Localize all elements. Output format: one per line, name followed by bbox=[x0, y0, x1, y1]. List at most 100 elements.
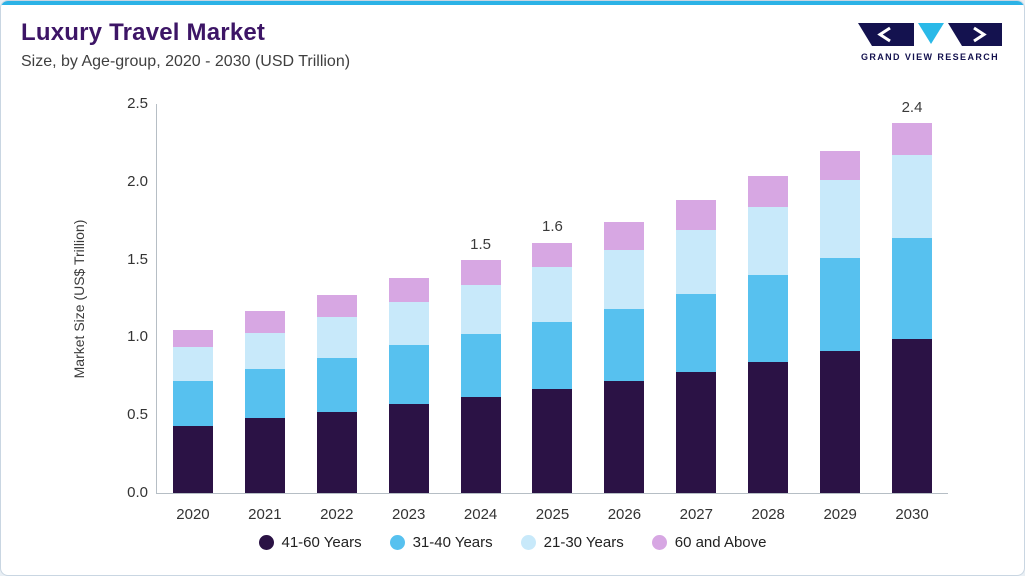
y-tick-label: 0.5 bbox=[127, 406, 148, 424]
x-tick-label: 2028 bbox=[751, 506, 785, 523]
logo-right-chevron-icon bbox=[973, 26, 987, 43]
x-tick-label: 2026 bbox=[607, 506, 642, 523]
bar-segment-60-and-above bbox=[316, 295, 357, 318]
bar-total-label: 2.4 bbox=[901, 98, 923, 116]
bar-slot: 2028 bbox=[732, 104, 804, 523]
bar-segment-21-30-years bbox=[892, 155, 933, 238]
bar-slot: 2020 bbox=[157, 104, 229, 523]
y-tick-label: 2.0 bbox=[127, 172, 148, 190]
bar-segment-21-30-years bbox=[460, 284, 501, 335]
grand-view-research-logo: GRAND VIEW RESEARCH bbox=[856, 21, 1004, 70]
y-tick-label: 1.5 bbox=[127, 250, 148, 268]
bar-segment-31-40-years bbox=[244, 368, 285, 419]
bar-segment-41-60-years bbox=[748, 362, 789, 493]
bar-slot: 2.4 2030 bbox=[876, 99, 948, 523]
bar-segment-31-40-years bbox=[532, 321, 573, 389]
bar-segment-41-60-years bbox=[460, 396, 501, 493]
legend-label: 31-40 Years bbox=[412, 534, 493, 551]
bar-slot: 2027 bbox=[660, 104, 732, 523]
bar-segment-60-and-above bbox=[604, 222, 645, 251]
bar-segment-60-and-above bbox=[388, 278, 429, 302]
top-accent-bar bbox=[1, 1, 1024, 5]
bar-slot: 2029 bbox=[804, 104, 876, 523]
bar-segment-41-60-years bbox=[892, 338, 933, 493]
chart-subtitle: Size, by Age-group, 2020 - 2030 (USD Tri… bbox=[21, 53, 351, 70]
bar-segment-21-30-years bbox=[532, 267, 573, 322]
y-tick-label: 2.5 bbox=[127, 95, 148, 112]
x-tick-label: 2022 bbox=[320, 506, 354, 523]
bar-slot: 1.6 2025 bbox=[517, 104, 589, 523]
bar-segment-21-30-years bbox=[748, 206, 789, 276]
legend-label: 60 and Above bbox=[674, 534, 767, 551]
bar-segment-41-60-years bbox=[820, 351, 861, 493]
bar-slot: 1.5 2024 bbox=[445, 104, 517, 523]
bar-segment-60-and-above bbox=[676, 200, 717, 231]
bar-slot: 2023 bbox=[373, 104, 445, 523]
bar-segment-21-30-years bbox=[388, 301, 429, 346]
bar-segment-31-40-years bbox=[748, 275, 789, 363]
logo-triangle-icon bbox=[918, 23, 944, 44]
bar-segment-31-40-years bbox=[460, 334, 501, 397]
logo-right-shape bbox=[948, 23, 1002, 46]
bar-slot: 2021 bbox=[229, 104, 301, 523]
bar-slot: 2022 bbox=[301, 104, 373, 523]
y-tick-label: 1.0 bbox=[127, 328, 148, 346]
bar-slot: 2026 bbox=[588, 104, 660, 523]
bar-segment-31-40-years bbox=[172, 380, 213, 427]
bar-segment-31-40-years bbox=[676, 293, 717, 372]
bar-segment-60-and-above bbox=[460, 259, 501, 285]
bar-segment-41-60-years bbox=[172, 426, 213, 493]
bar-total-label: 1.6 bbox=[542, 218, 563, 236]
legend: 41-60 Years 31-40 Years 21-30 Years 60 and … bbox=[1, 534, 1024, 551]
bar-segment-31-40-years bbox=[604, 309, 645, 381]
legend-item: 41-60 Years bbox=[258, 534, 362, 551]
bar-segment-41-60-years bbox=[316, 412, 357, 493]
legend-label: 21-30 Years bbox=[543, 534, 624, 551]
chart-title: Luxury Travel Market bbox=[21, 19, 266, 46]
logo-left-shape bbox=[858, 23, 914, 46]
bar-segment-21-30-years bbox=[604, 250, 645, 310]
x-tick-label: 2025 bbox=[535, 506, 570, 523]
y-axis-title: Market Size (US$ Trillion) bbox=[71, 219, 87, 379]
legend-item: 60 and Above bbox=[651, 534, 767, 551]
bar-segment-60-and-above bbox=[892, 122, 933, 156]
bar-total-label: 1.5 bbox=[470, 235, 491, 253]
bar-segment-60-and-above bbox=[532, 242, 573, 268]
bar-segment-31-40-years bbox=[892, 237, 933, 339]
bar-segment-31-40-years bbox=[820, 258, 861, 352]
bar-segment-60-and-above bbox=[244, 310, 285, 333]
legend-label: 41-60 Years bbox=[281, 534, 362, 551]
x-tick-label: 2029 bbox=[823, 506, 857, 523]
y-axis-ticks: 0.0 0.5 1.0 1.5 2.0 2.5 bbox=[102, 95, 148, 501]
plot-area: 2020 2021 2022 2023 1.5 2024 1.6 2025 2026 2027 20… bbox=[156, 99, 948, 523]
bar-segment-41-60-years bbox=[676, 371, 717, 493]
legend-item: 31-40 Years bbox=[389, 534, 493, 551]
bar-segment-41-60-years bbox=[532, 388, 573, 493]
x-tick-label: 2024 bbox=[463, 506, 498, 523]
bar-segment-21-30-years bbox=[316, 317, 357, 358]
bar-segment-31-40-years bbox=[388, 345, 429, 405]
bar-segment-60-and-above bbox=[748, 175, 789, 207]
y-tick-label: 0.0 bbox=[127, 484, 148, 501]
x-tick-label: 2020 bbox=[176, 506, 210, 523]
bar-segment-41-60-years bbox=[604, 380, 645, 493]
bar-segment-21-30-years bbox=[820, 180, 861, 259]
bar-segment-41-60-years bbox=[244, 418, 285, 493]
bar-segment-21-30-years bbox=[676, 230, 717, 294]
legend-swatch bbox=[520, 535, 536, 550]
legend-swatch bbox=[258, 535, 274, 550]
legend-swatch bbox=[389, 535, 405, 550]
bar-segment-21-30-years bbox=[244, 332, 285, 369]
x-tick-label: 2021 bbox=[248, 506, 282, 523]
x-tick-label: 2027 bbox=[679, 506, 713, 523]
bar-segment-21-30-years bbox=[172, 346, 213, 381]
bar-segment-31-40-years bbox=[316, 357, 357, 413]
logo-graphic: GRAND VIEW RESEARCH bbox=[858, 23, 1002, 62]
x-tick-label: 2023 bbox=[391, 506, 426, 523]
legend-swatch bbox=[651, 535, 667, 550]
bar-segment-60-and-above bbox=[172, 329, 213, 347]
chart-header: Luxury Travel Market Size, by Age-group,… bbox=[21, 19, 350, 71]
bar-segment-60-and-above bbox=[820, 150, 861, 181]
logo-left-chevron-icon bbox=[877, 26, 891, 43]
